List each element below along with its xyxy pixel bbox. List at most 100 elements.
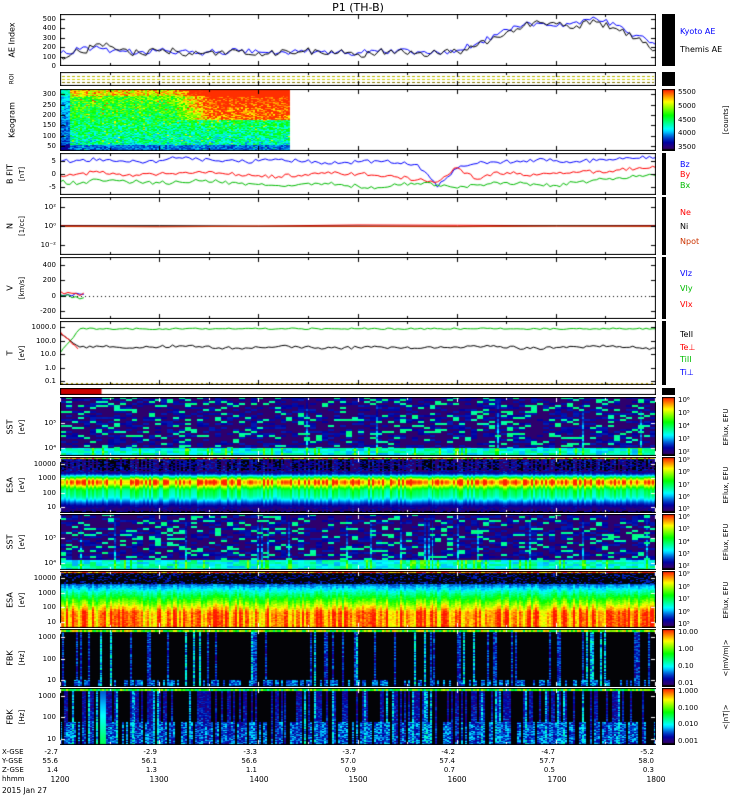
footer-pos-value: -3.7 (342, 748, 356, 756)
colorbar-tick-label: 10⁴ (678, 537, 690, 546)
footer-time-value: 1600 (447, 775, 467, 784)
legend-item: Ti⊥ (680, 368, 694, 378)
colorbar-tick-label: 10⁶ (678, 513, 690, 521)
esa_e-ylabel-units: [eV] (18, 477, 26, 493)
colorbar-tick-label: 10⁸ (678, 582, 690, 591)
legend-item: Bx (680, 180, 691, 190)
legend-item: TiII (680, 355, 692, 365)
fbk_b-colorbar (662, 688, 675, 745)
footer-pos-value: 0.3 (642, 766, 654, 774)
ae-ylabel: AE Index (7, 22, 17, 58)
colorbar-tick-label: 10³ (678, 549, 690, 558)
y-tick-label: 50 (47, 141, 56, 150)
y-tick-label: 500 (42, 14, 56, 23)
esa_i-ylabel: ESA (5, 591, 15, 608)
y-tick-label: 10⁻² (40, 241, 56, 250)
legend-item: Ne (680, 207, 691, 217)
y-tick-label: 400 (42, 24, 56, 33)
y-tick-label: 0 (51, 170, 56, 178)
colorbar-tick-label: 10⁵ (678, 505, 690, 513)
colorbar-tick-label: 10³ (678, 435, 690, 443)
dens-right-bar (662, 197, 666, 255)
fbk_e-colorbar (662, 629, 675, 687)
plot-title: P1 (TH-B) (332, 1, 384, 14)
y-tick-label: 300 (42, 90, 56, 99)
y-tick-label: 10⁵ (44, 534, 56, 543)
dens-ylabel-units: [1/cc] (18, 216, 26, 236)
colorbar-tick-label: 10² (678, 562, 690, 570)
y-tick-label: 100 (42, 603, 56, 612)
roi-panel-canvas (60, 72, 656, 86)
sst_e-ylabel-units: [eV] (18, 419, 26, 434)
footer-pos-value: -2.9 (143, 748, 157, 756)
esa_e-ylabel: ESA (5, 477, 15, 493)
colorbar-tick-label: 10⁸ (678, 468, 690, 477)
footer-pos-value: -4.2 (441, 748, 455, 756)
footer-pos-value: 56.6 (241, 757, 257, 765)
footer-pos-value: 58.0 (638, 757, 654, 765)
footer-pos-value: 0.5 (543, 766, 555, 774)
footer-pos-value: 1.1 (245, 766, 257, 774)
esa_i-ylabel-units: [eV] (18, 592, 26, 607)
colorbar-tick-label: 10⁶ (678, 396, 690, 404)
fbk_e-ylabel-units: [Hz] (18, 650, 26, 666)
legend-item: Te⊥ (680, 342, 696, 352)
fbk_b-ylabel: FBK (5, 708, 15, 725)
colorbar-tick-label: 10.00 (678, 628, 699, 636)
footer-pos-value: 56.1 (141, 757, 157, 765)
y-tick-label: 10² (44, 202, 56, 211)
vel-right-bar (662, 257, 666, 319)
footer-time-value: 1700 (547, 775, 567, 784)
fbk_e-colorbar-label: <|mV/m|> (722, 639, 730, 677)
colorbar-tick-label: 1.000 (678, 687, 699, 695)
footer-pos-value: 1.3 (145, 766, 157, 774)
sst_i-ylabel: SST (5, 534, 15, 550)
fbk_b-panel-canvas (60, 688, 656, 745)
colorbar-tick-label: 10⁵ (678, 409, 690, 417)
footer-time-value: 1200 (50, 775, 70, 784)
colorbar-tick-label: 10² (678, 448, 690, 456)
y-tick-label: 10⁵ (44, 418, 56, 427)
fbk_b-ylabel-units: [Hz] (18, 709, 26, 724)
y-tick-label: 1000 (38, 691, 56, 700)
ae-panel-canvas (60, 14, 656, 66)
footer-pos-value: 57.7 (539, 757, 555, 765)
colorbar-tick-label: 0.100 (678, 703, 699, 712)
keo-ylabel: Keogram (7, 102, 17, 138)
temp-right-bar (662, 321, 666, 385)
y-tick-label: 300 (42, 33, 56, 42)
bfit-right-bar (662, 153, 666, 195)
legend-item: VIz (680, 268, 693, 278)
bar-panel-canvas (60, 388, 656, 395)
colorbar-tick-label: 0.010 (678, 720, 699, 729)
colorbar-tick-label: 10⁶ (678, 607, 690, 616)
fbk_e-panel-canvas (60, 629, 656, 687)
footer-time-value: 1400 (249, 775, 269, 784)
roi-right-bar (662, 72, 675, 86)
footer-row-label: hhmm (2, 775, 25, 783)
sst_e-panel-canvas (60, 397, 656, 456)
legend-item: Ni (680, 222, 689, 231)
colorbar-tick-label: 4500 (678, 115, 696, 124)
footer-row-label: Z-GSE (2, 766, 24, 774)
footer-pos-value: -5.2 (640, 748, 654, 756)
legend-item: TeII (680, 329, 694, 339)
footer-pos-value: -3.3 (243, 748, 257, 756)
sst_e-ylabel: SST (5, 418, 15, 435)
y-tick-label: 200 (42, 43, 56, 52)
sst_i-ylabel-units: [eV] (18, 534, 26, 550)
colorbar-tick-label: 10⁶ (678, 492, 690, 501)
y-tick-label: 100 (42, 52, 56, 61)
y-tick-label: 10000 (33, 574, 56, 582)
dens-panel-canvas (60, 197, 656, 255)
footer-time-value: 1300 (149, 775, 169, 784)
ae-right-bar (662, 14, 675, 66)
y-tick-label: 0 (51, 291, 56, 300)
footer-date-label: 2015 Jan 27 (2, 786, 47, 795)
y-tick-label: 150 (42, 121, 56, 130)
y-tick-label: 0 (51, 62, 56, 70)
y-tick-label: 100.0 (35, 336, 56, 345)
y-tick-label: 100 (42, 713, 56, 722)
y-tick-label: 1000.0 (31, 323, 57, 332)
